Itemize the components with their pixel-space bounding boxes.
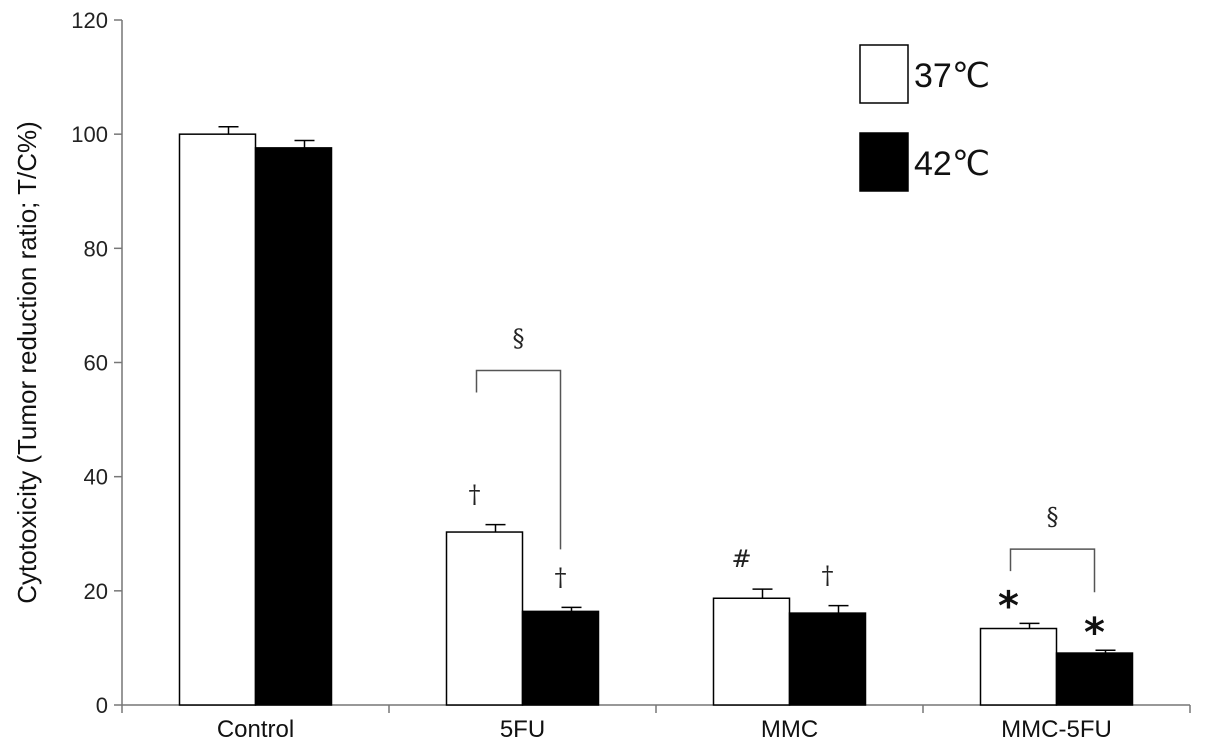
y-tick-label: 60 xyxy=(84,351,108,376)
x-tick-label: MMC-5FU xyxy=(1001,716,1112,743)
significance-marker: † xyxy=(469,481,481,509)
bar xyxy=(712,597,791,706)
y-tick-label: 40 xyxy=(84,465,108,490)
y-tick-label: 100 xyxy=(71,122,108,147)
legend: 37℃ 42℃ xyxy=(859,44,990,192)
bar xyxy=(521,610,600,706)
bar xyxy=(1055,652,1134,706)
significance-bracket xyxy=(1009,548,1096,593)
x-tick-label: Control xyxy=(217,716,294,743)
bar xyxy=(445,531,524,706)
legend-label: 37℃ xyxy=(914,57,990,95)
bar xyxy=(254,147,333,706)
y-tick-label: 80 xyxy=(84,236,108,261)
annotations: † † # † * * § § xyxy=(469,324,1106,656)
y-tick-label: 120 xyxy=(71,8,108,33)
bracket-marker: § xyxy=(513,324,525,352)
significance-marker: * xyxy=(998,583,1019,629)
y-axis-label: Cytotoxicity (Tumor reduction ratio; T/C… xyxy=(12,121,42,604)
bar xyxy=(979,627,1058,706)
bars xyxy=(178,133,1134,706)
significance-marker: * xyxy=(1084,610,1105,656)
error-bars xyxy=(218,125,1116,654)
significance-bracket xyxy=(475,369,562,550)
significance-marker: † xyxy=(822,562,834,590)
significance-marker: † xyxy=(555,563,567,591)
legend-label: 42℃ xyxy=(914,145,990,183)
y-tick-label: 20 xyxy=(84,579,108,604)
x-tick-label: MMC xyxy=(761,716,818,743)
bar xyxy=(178,133,257,706)
bracket-marker: § xyxy=(1047,503,1059,531)
legend-swatch xyxy=(859,44,909,104)
axes: 0 20 40 60 80 100 120 Control 5FU MMC MMC-5FU Cytot… xyxy=(12,8,1191,743)
x-tick-label: 5FU xyxy=(500,716,545,743)
significance-marker: # xyxy=(731,545,751,573)
bar xyxy=(788,612,867,706)
legend-swatch xyxy=(859,132,909,192)
y-tick-label: 0 xyxy=(96,693,108,718)
